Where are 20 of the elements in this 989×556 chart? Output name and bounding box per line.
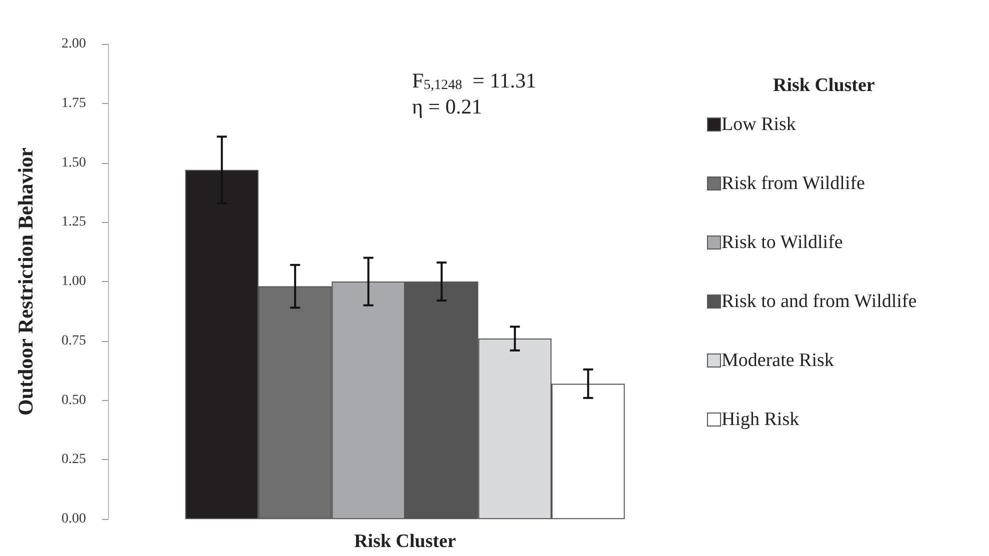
y-tick-label: 0.50 <box>62 392 86 408</box>
y-tick-label: 1.25 <box>62 214 86 230</box>
y-tick-label: 0.25 <box>62 452 86 468</box>
annotation: η = 0.21 <box>412 94 482 118</box>
y-tick-label: 0.00 <box>62 512 86 527</box>
annotation: F5,1248 = 11.31 <box>412 68 536 93</box>
legend-label: Low Risk <box>722 114 796 135</box>
y-tick-label: 1.00 <box>62 274 86 290</box>
legend-label: Risk from Wildlife <box>722 173 865 194</box>
y-tick-label: 0.75 <box>62 333 86 348</box>
x-axis-title: Risk Cluster <box>354 531 456 552</box>
legend-label: Risk to and from Wildlife <box>722 291 917 312</box>
y-axis-title: Outdoor Restriction Behavior <box>14 148 38 416</box>
legend-label: High Risk <box>722 409 800 430</box>
y-tick-label: 1.75 <box>62 96 86 111</box>
y-tick-label: 2.00 <box>62 36 86 52</box>
legend-label: Risk to Wildlife <box>722 232 843 253</box>
legend-title: Risk Cluster <box>773 75 876 96</box>
legend-label: Moderate Risk <box>722 350 834 371</box>
y-tick-label: 1.50 <box>62 155 86 170</box>
